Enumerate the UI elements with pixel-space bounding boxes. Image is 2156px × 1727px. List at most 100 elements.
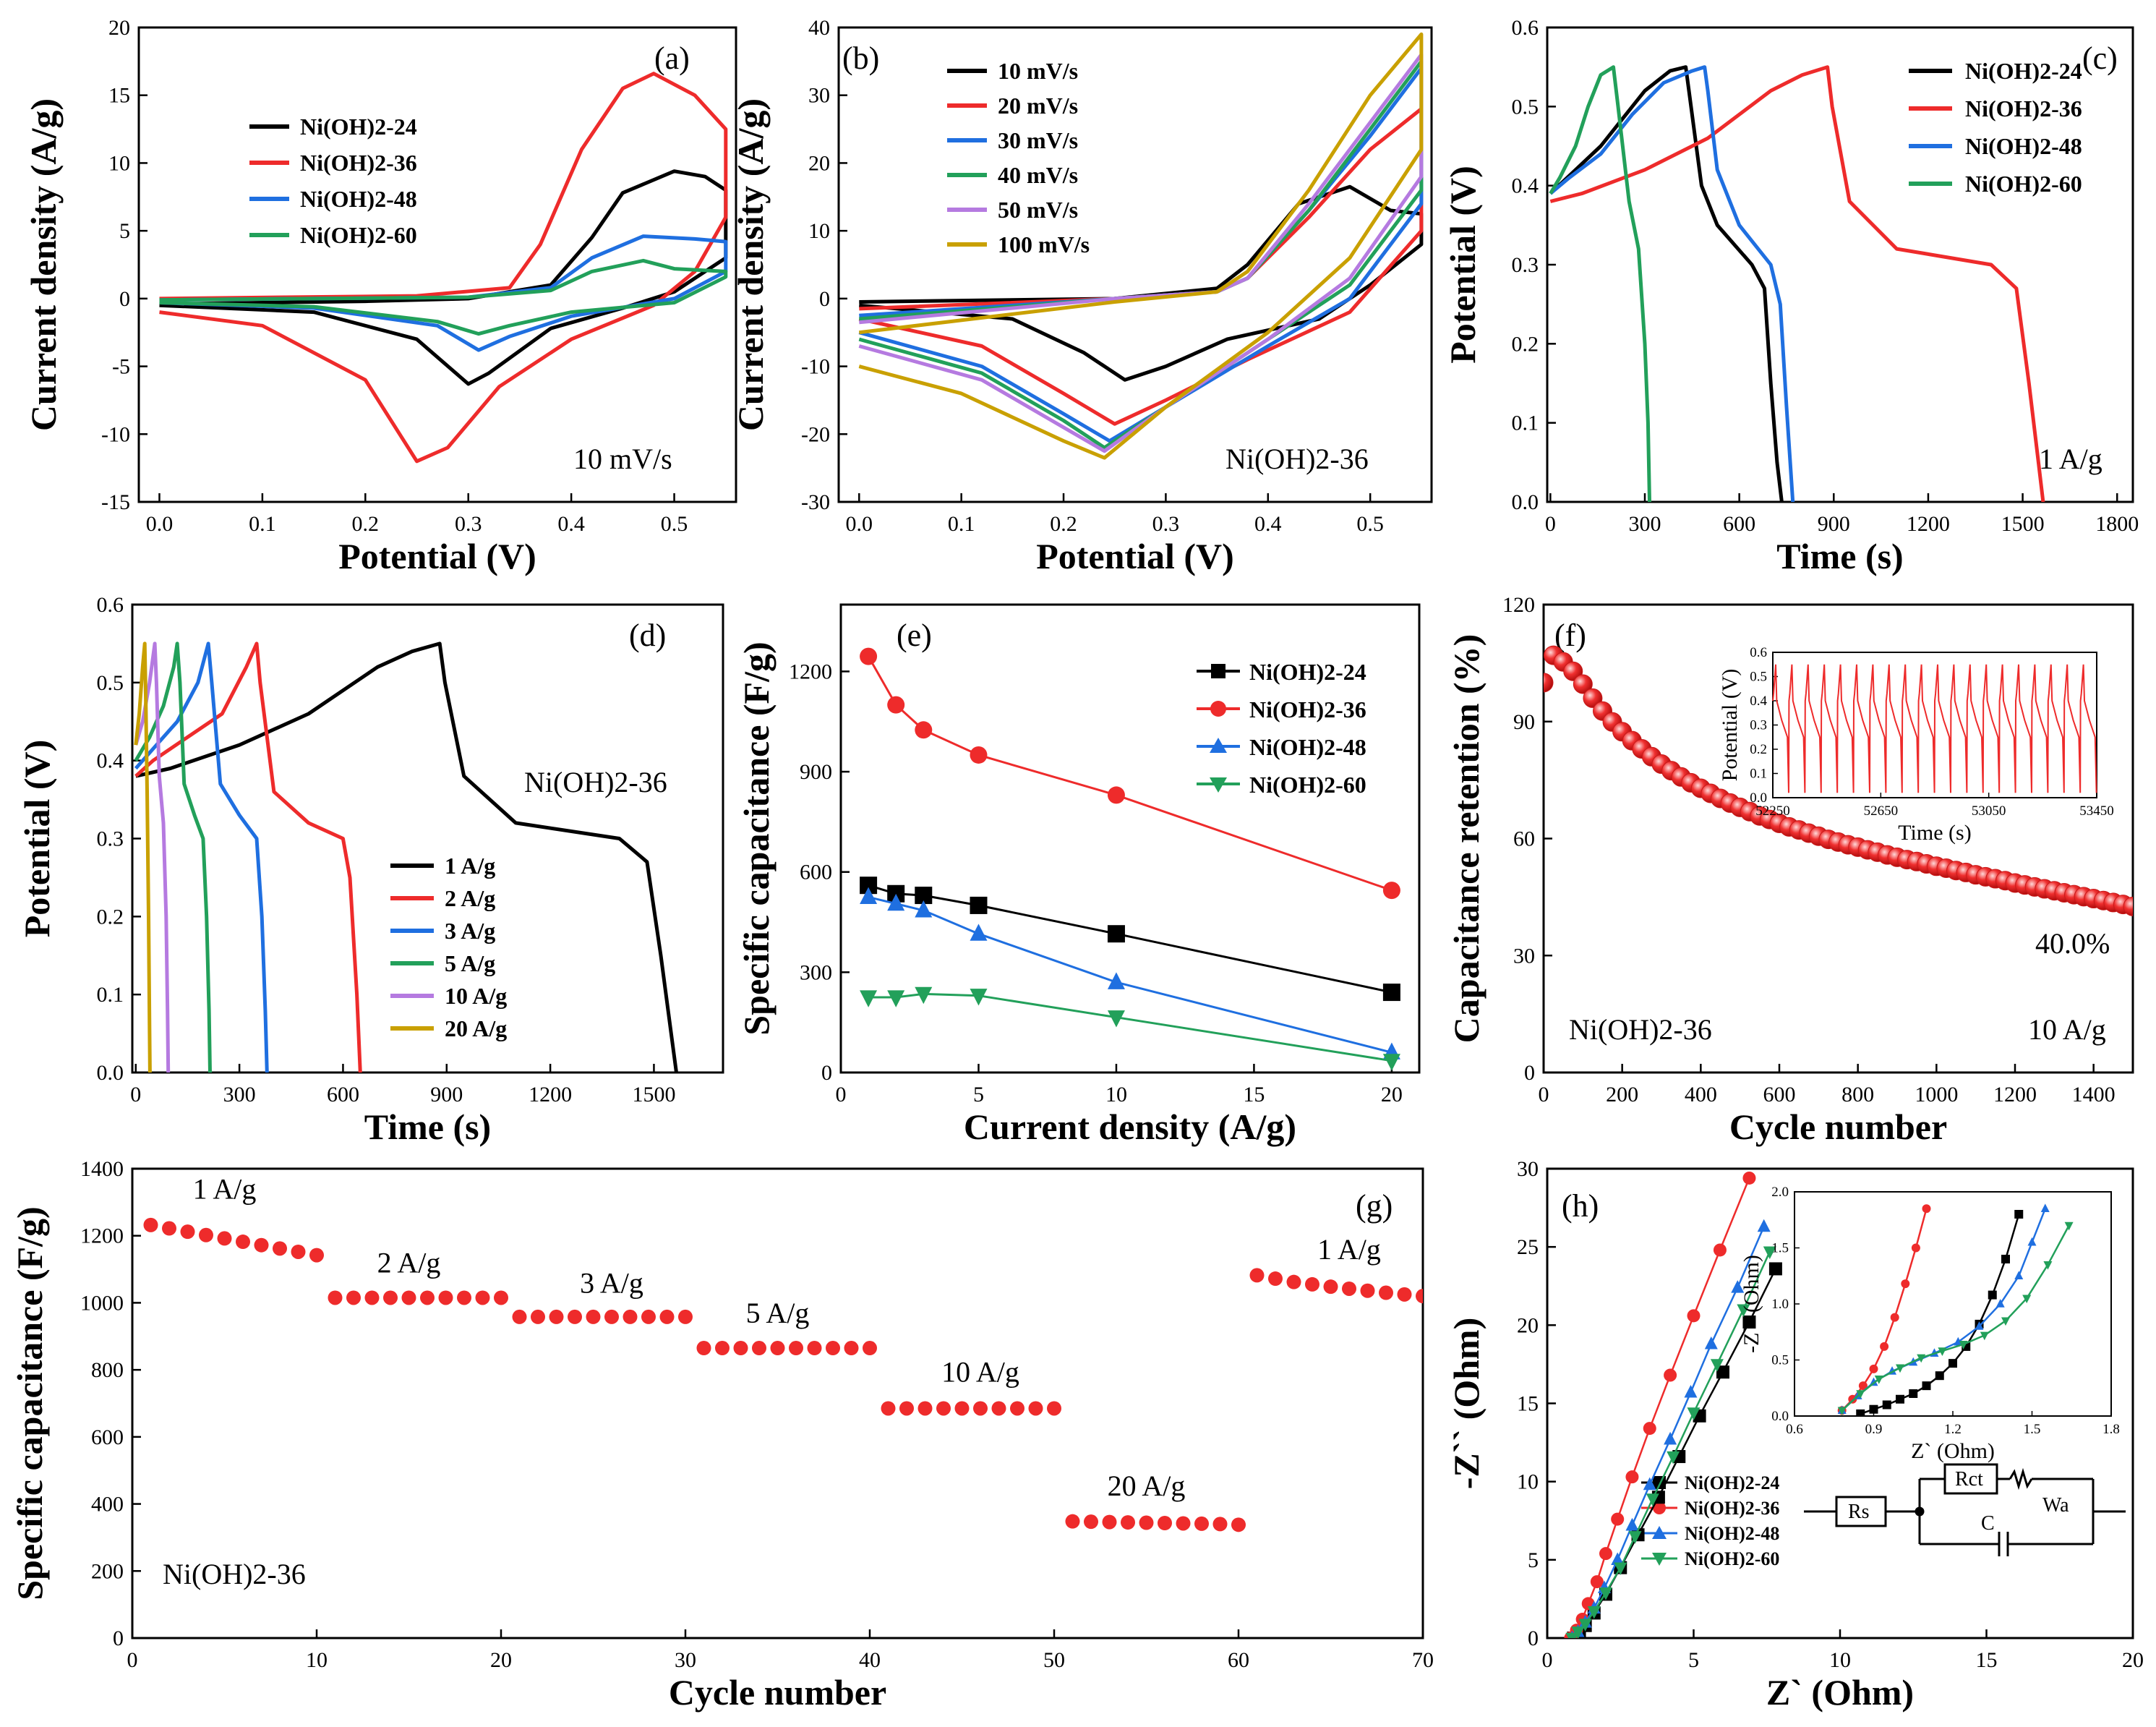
y-tick-label-f-1: 30 <box>1513 944 1535 968</box>
circuit-rs-box <box>1835 1496 1887 1527</box>
x-tick-label-a-1: 0.1 <box>249 512 276 536</box>
x-tick-label-f-inset-2: 53050 <box>1972 803 2006 819</box>
data-point-h-3-8 <box>1667 1451 1680 1464</box>
y-tick-label-f-inset-2: 0.2 <box>1750 742 1767 757</box>
axes-f: 0 200 400 600 800 1000 1200 1400 0 30 60 90 120 Cycle… <box>1446 593 2134 1147</box>
x-tick-label-g-0: 0 <box>127 1648 138 1672</box>
panel-b-legend: 10 mV/s 20 mV/s 30 mV/s 40 mV/s 50 mV/s … <box>947 58 1090 257</box>
data-point-g-39 <box>863 1341 877 1356</box>
inset-h-point-0-4 <box>1909 1389 1918 1398</box>
panel-g-label: (g) <box>1356 1188 1393 1224</box>
y-axis-label-b: Current density (A/g) <box>730 98 771 431</box>
circuit-rs-label: Rs <box>1848 1501 1870 1523</box>
x-tick-label-c-5: 1500 <box>2001 512 2045 536</box>
x-tick-label-g-5: 50 <box>1043 1648 1065 1672</box>
equivalent-circuit <box>1804 1463 2126 1556</box>
x-tick-label-d-2: 600 <box>327 1083 359 1106</box>
plot-frame-a <box>137 26 737 503</box>
legend-e-marker-36 <box>1210 701 1226 717</box>
legend-h-label-36: Ni(OH)2-36 <box>1685 1498 1779 1519</box>
x-tick-label-g-7: 70 <box>1412 1648 1434 1672</box>
data-point-g-35 <box>789 1341 803 1356</box>
inset-h-point-3-6 <box>1959 1341 1968 1349</box>
data-point-h-3-3 <box>1587 1606 1601 1619</box>
y-tick-label-d-0: 0.0 <box>97 1061 124 1085</box>
axes-h: 0.6 0.9 1.2 1.5 1.8 0.0 0.5 1.0 1.5 2.0 Z` (Ohm) -Z… <box>1740 1185 2120 1463</box>
data-point-g-11 <box>346 1290 361 1305</box>
data-point-g-22 <box>549 1309 564 1324</box>
y-tick-label-f-inset-5: 0.5 <box>1750 670 1767 685</box>
data-point-g-53 <box>1121 1515 1135 1530</box>
x-tick-label-h-4: 20 <box>2122 1648 2144 1672</box>
data-point-g-43 <box>936 1401 951 1416</box>
legend-c-label-60: Ni(OH)2-60 <box>1965 171 2082 197</box>
data-point-g-62 <box>1286 1274 1301 1289</box>
y-tick-label-f-2: 60 <box>1513 827 1535 851</box>
legend-b-label-50: 50 mV/s <box>998 197 1078 223</box>
panel-e-label: (e) <box>897 618 932 653</box>
data-point-e-2-0 <box>860 887 878 904</box>
data-point-g-6 <box>254 1237 269 1253</box>
data-point-g-24 <box>586 1309 601 1324</box>
y-tick-label-g-0: 0 <box>113 1626 124 1650</box>
legend-d-label-20: 20 A/g <box>445 1015 507 1041</box>
x-tick-label-f-6: 1200 <box>1993 1083 2037 1106</box>
x-tick-label-f-inset-0: 52250 <box>1755 803 1790 819</box>
x-tick-label-e-0: 0 <box>836 1083 847 1106</box>
data-point-h-3-2 <box>1578 1619 1592 1632</box>
y-tick-label-f-inset-0: 0.0 <box>1750 790 1767 806</box>
legend-e-marker-60 <box>1210 777 1227 793</box>
series-line-c-0 <box>1549 65 1784 502</box>
x-axis-label-h: Z` (Ohm) <box>1766 1672 1914 1713</box>
x-tick-label-g-4: 40 <box>859 1648 881 1672</box>
x-tick-label-a-0: 0.0 <box>146 512 174 536</box>
inset-h-point-3-11 <box>2064 1221 2074 1231</box>
inset-h-point-1-5 <box>1890 1313 1899 1322</box>
data-point-h-2-5 <box>1611 1552 1625 1566</box>
legend-a-label-36: Ni(OH)2-36 <box>300 150 417 176</box>
axes-h: 0 5 10 15 20 0 5 10 15 20 25 30 Z` (Ohm) -Z`` (Ohm) <box>1446 1157 2144 1713</box>
inset-h-point-3-2 <box>1874 1376 1883 1384</box>
data-point-g-17 <box>457 1290 471 1305</box>
x-tick-label-d-3: 900 <box>430 1083 463 1106</box>
legend-e-label-48: Ni(OH)2-48 <box>1249 734 1366 760</box>
legend-d-label-3: 3 A/g <box>445 918 495 944</box>
data-point-h-1-11 <box>1713 1243 1727 1257</box>
data-point-g-14 <box>401 1290 416 1305</box>
axes-b: 0.0 0.1 0.2 0.3 0.4 0.5 -30 -20 -10 0 10 20 30 40 Pote… <box>730 16 1433 576</box>
inset-h-point-1-4 <box>1880 1342 1889 1351</box>
y-tick-label-g-6: 1200 <box>80 1224 124 1248</box>
data-point-g-58 <box>1212 1517 1228 1532</box>
series-line-a-1 <box>159 72 728 464</box>
legend-a-label-24: Ni(OH)2-24 <box>300 114 417 140</box>
plot-frame-e <box>839 603 1421 1074</box>
x-tick-label-f-inset-1: 52650 <box>1864 803 1899 819</box>
inset-h-point-1-7 <box>1911 1243 1920 1253</box>
y-tick-label-c-6: 0.6 <box>1512 16 1539 40</box>
axes-d: 0 300 600 900 1200 1500 0.0 0.1 0.2 0.3 0.4 0.5 0.6 T… <box>17 593 724 1147</box>
legend-h-marker-36 <box>1653 1501 1666 1514</box>
y-tick-label-d-4: 0.4 <box>97 749 124 773</box>
x-tick-label-g-2: 20 <box>490 1648 512 1672</box>
data-point-g-59 <box>1231 1517 1246 1532</box>
y-tick-label-b-4: 10 <box>808 219 830 243</box>
legend-h-label-24: Ni(OH)2-24 <box>1685 1472 1779 1493</box>
data-point-g-18 <box>475 1290 490 1305</box>
y-tick-label-d-3: 0.3 <box>97 827 124 851</box>
panel-c-annotation: 1 A/g <box>2039 443 2102 475</box>
x-tick-label-g-6: 60 <box>1228 1648 1249 1672</box>
circuit-c-label: C <box>1981 1512 1995 1535</box>
axes-g: 0 10 20 30 40 50 60 70 0 200 400 600 800 1000 1200 1400… <box>9 1157 1434 1713</box>
x-tick-label-a-2: 0.2 <box>352 512 380 536</box>
inset-h-bg <box>1794 1192 2111 1416</box>
y-tick-label-a-5: 10 <box>108 151 130 175</box>
inset-h-point-3-4 <box>1917 1354 1926 1363</box>
data-point-e-2-1 <box>887 893 905 911</box>
panel-g-annotation: Ni(OH)2-36 <box>163 1558 306 1590</box>
series-line-a-3 <box>159 258 728 336</box>
data-point-e-3-3 <box>970 989 988 1006</box>
data-point-g-54 <box>1139 1515 1154 1530</box>
y-tick-label-g-1: 200 <box>91 1559 124 1583</box>
panel-f-annotation-pct: 40.0% <box>2035 927 2110 960</box>
data-point-g-4 <box>217 1231 232 1246</box>
